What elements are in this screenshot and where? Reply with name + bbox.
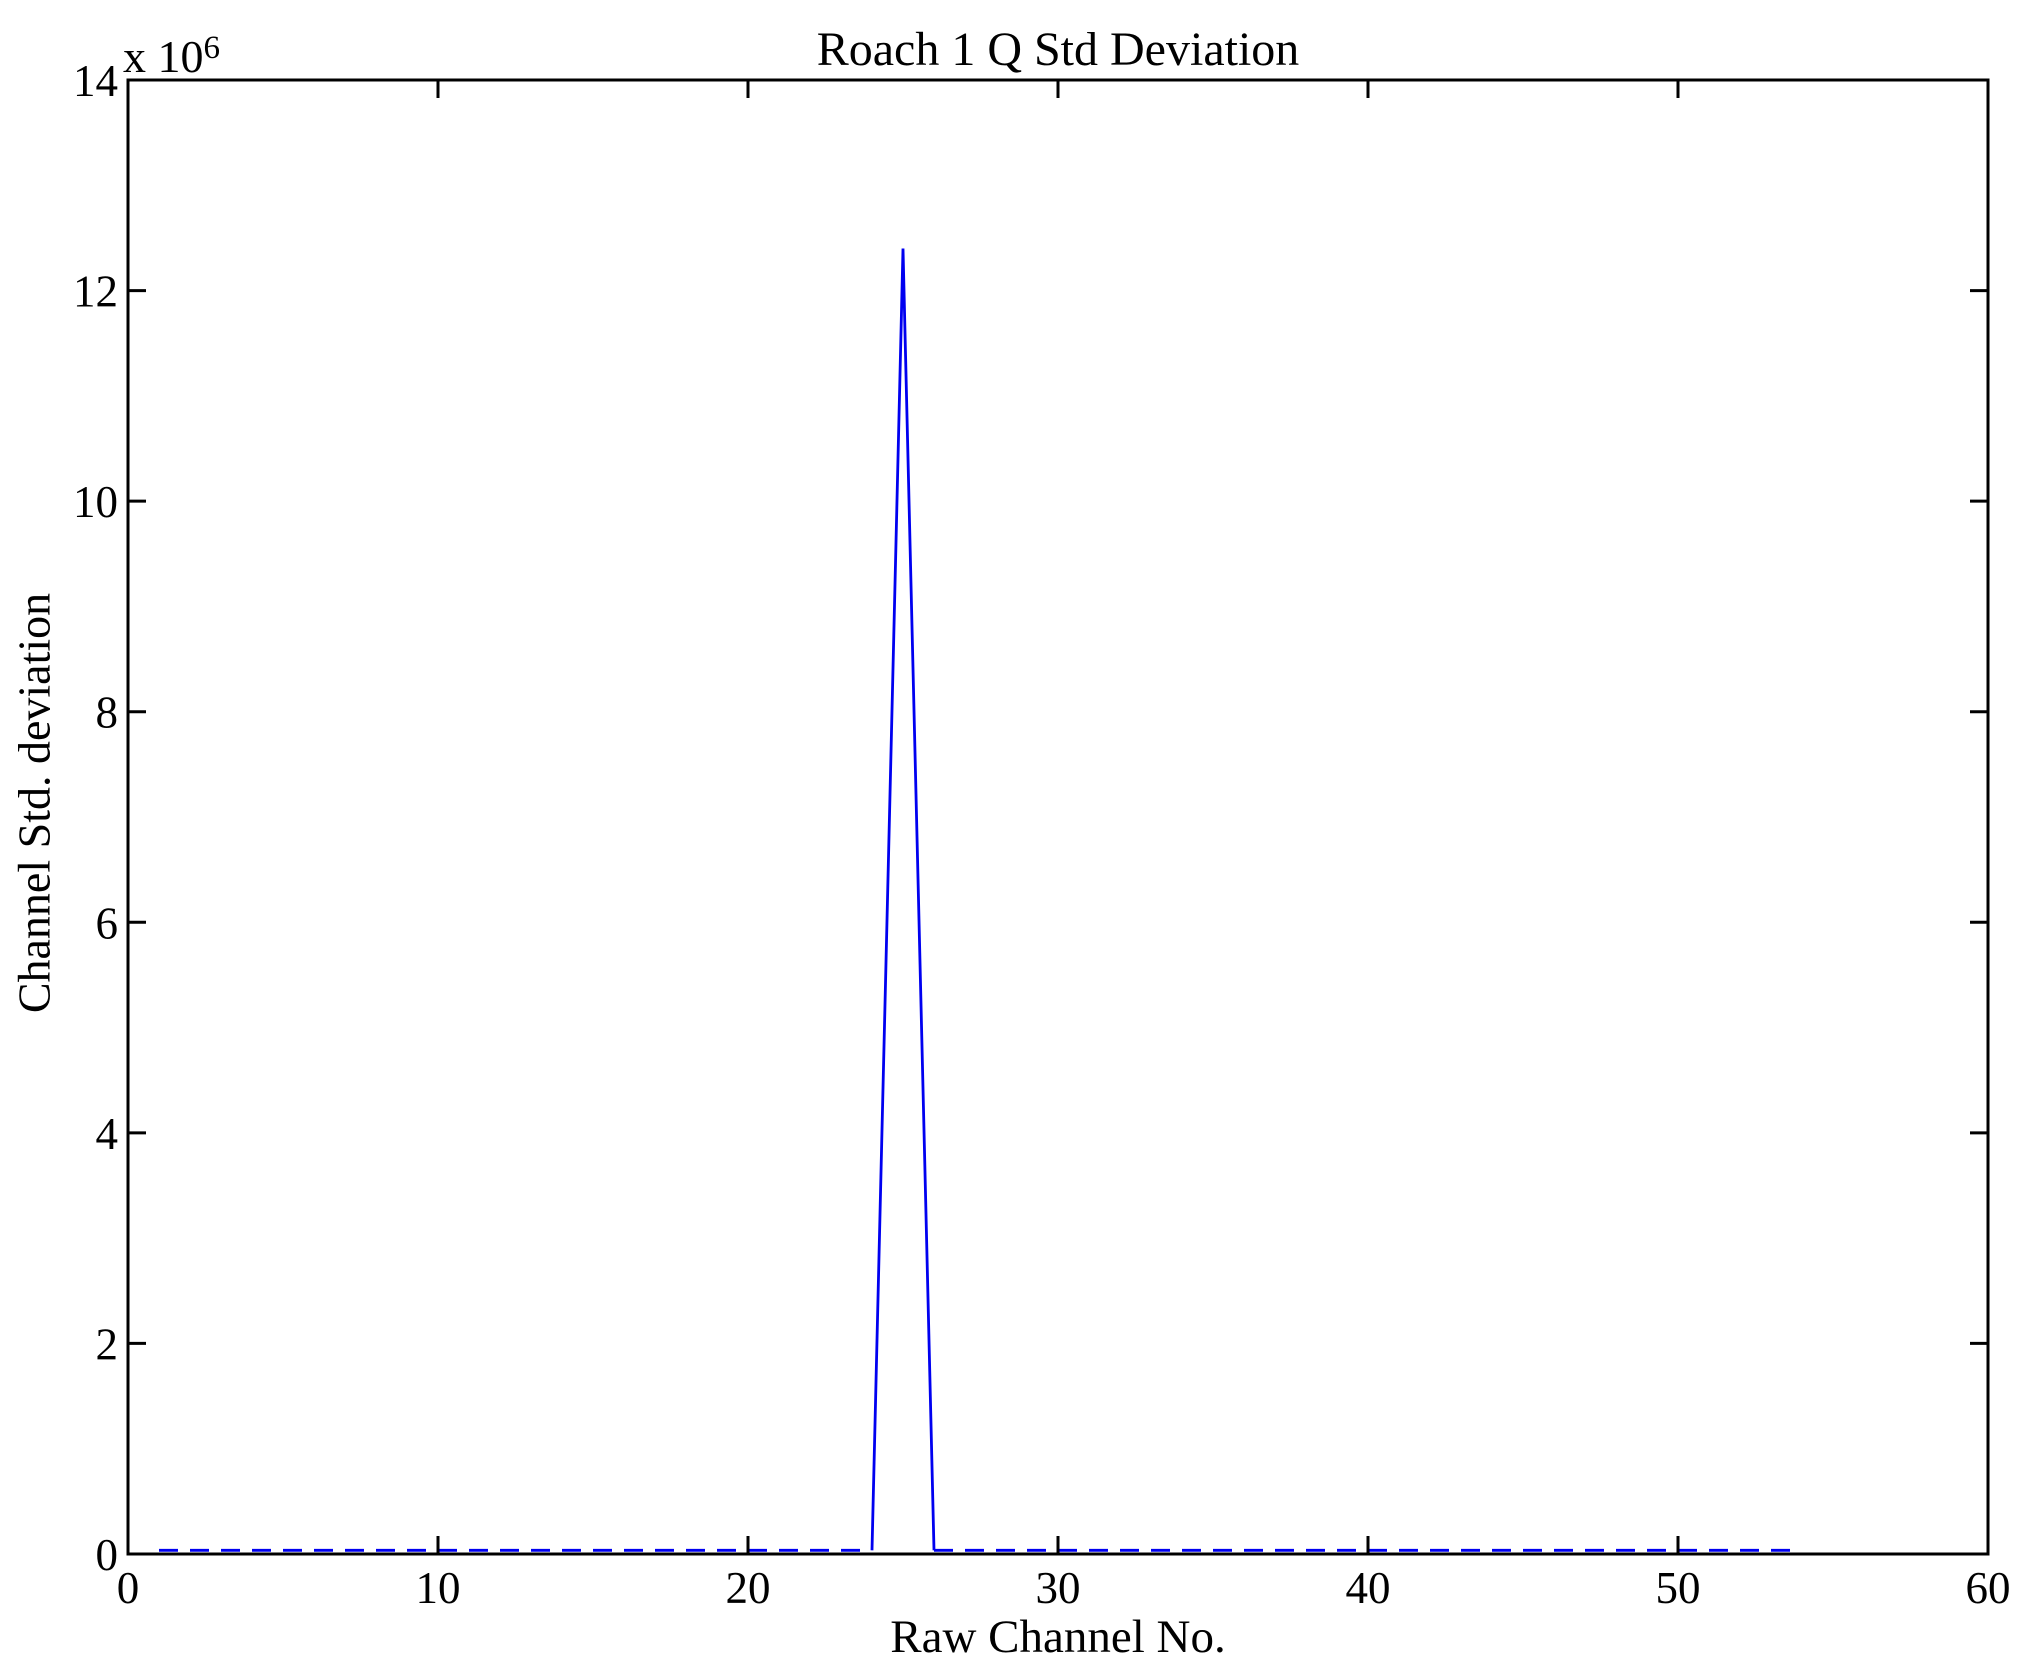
x-tick-label: 40 <box>1346 1563 1391 1613</box>
x-tick-label: 50 <box>1656 1563 1701 1613</box>
plot-border <box>126 78 1990 1556</box>
y-tick-label: 2 <box>96 1319 119 1369</box>
y-tick-label: 10 <box>73 477 118 527</box>
y-tick-label: 4 <box>96 1109 119 1159</box>
y-tick-label: 8 <box>96 688 119 738</box>
y-axis-multiplier-prefix: x 10 <box>123 31 204 82</box>
y-tick-label: 14 <box>73 56 118 106</box>
x-axis-label: Raw Channel No. <box>890 1611 1226 1663</box>
x-tick-label: 10 <box>416 1563 461 1613</box>
y-axis-multiplier: x 106 <box>123 30 220 83</box>
x-tick-label: 30 <box>1036 1563 1081 1613</box>
x-tick-label: 0 <box>117 1563 140 1613</box>
y-tick-label: 6 <box>96 898 119 948</box>
data-line-peak <box>870 248 936 1551</box>
y-axis-label: Channel Std. deviation <box>8 592 60 1014</box>
chart-title: Roach 1 Q Std Deviation <box>816 23 1300 76</box>
y-tick-label: 0 <box>96 1530 119 1580</box>
y-tick-label: 12 <box>73 267 118 317</box>
x-tick-label: 20 <box>726 1563 771 1613</box>
y-axis-multiplier-exponent: 6 <box>203 30 221 66</box>
x-tick-label: 60 <box>1966 1563 2011 1613</box>
